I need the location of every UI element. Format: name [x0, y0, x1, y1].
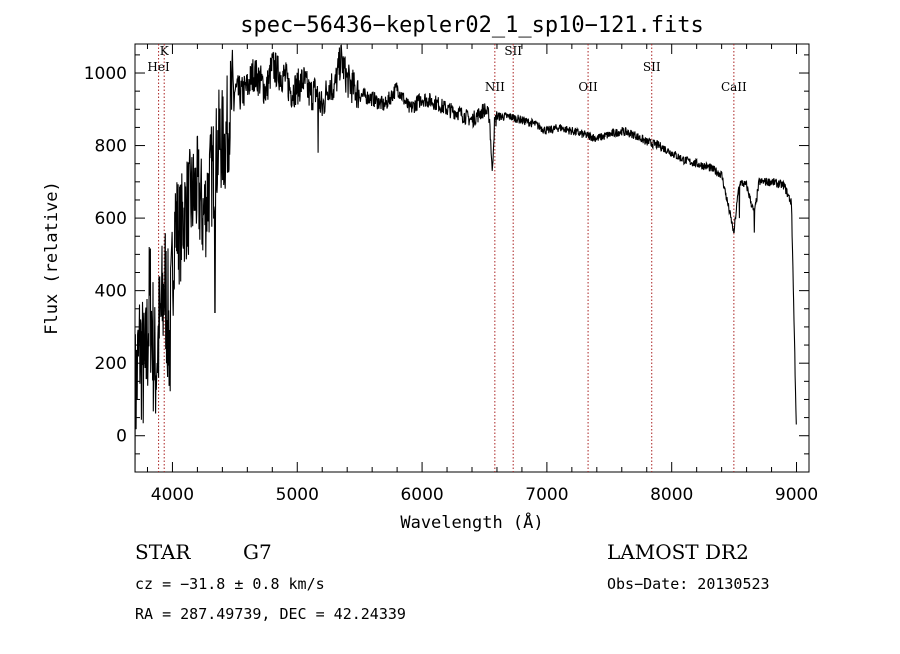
- spectral-line-label: OII: [578, 80, 598, 94]
- spectral-line-label: NII: [485, 80, 505, 94]
- spectrum-series: [135, 44, 797, 472]
- spectral-line-label: K: [160, 44, 170, 58]
- x-axis-label: Wavelength (Å): [400, 511, 543, 533]
- spectral-line-markers: K HeI NII SII OII SII CaII: [147, 44, 747, 472]
- x-tick-label: 5000: [276, 485, 319, 505]
- observation-date: Obs−Date: 20130523: [607, 575, 770, 593]
- chart-title: spec−56436−kepler02_1_sp10−121.fits: [240, 13, 704, 38]
- spectral-line-label: HeI: [147, 60, 170, 74]
- y-tick-label: 400: [95, 282, 127, 302]
- spectral-line-label: SII: [643, 60, 661, 74]
- y-tick-label: 1000: [84, 64, 127, 84]
- spectral-line-label: CaII: [721, 80, 747, 94]
- spectral-line-label: SII: [504, 44, 522, 58]
- spectrum-line: [135, 44, 797, 472]
- x-tick-label: 7000: [525, 485, 568, 505]
- coordinates-readout: RA = 287.49739, DEC = 42.24339: [135, 605, 406, 623]
- object-class: STAR: [135, 540, 191, 564]
- x-axis-ticks: 4000 5000 6000 7000 8000 9000: [146, 44, 818, 505]
- y-tick-label: 600: [95, 209, 127, 229]
- x-tick-label: 6000: [400, 485, 443, 505]
- redshift-readout: cz = −31.8 ± 0.8 km/s: [135, 575, 325, 593]
- y-tick-label: 800: [95, 137, 127, 157]
- x-tick-label: 4000: [151, 485, 194, 505]
- y-tick-label: 200: [95, 354, 127, 374]
- object-subclass: G7: [243, 540, 272, 564]
- y-axis-ticks: 0 200 400 600 800 1000: [84, 54, 809, 473]
- y-axis-label: Flux (relative): [42, 181, 62, 335]
- survey-name: LAMOST DR2: [607, 540, 749, 564]
- y-tick-label: 0: [116, 427, 127, 447]
- plot-frame: [134, 43, 810, 473]
- x-tick-label: 9000: [775, 485, 818, 505]
- x-tick-label: 8000: [650, 485, 693, 505]
